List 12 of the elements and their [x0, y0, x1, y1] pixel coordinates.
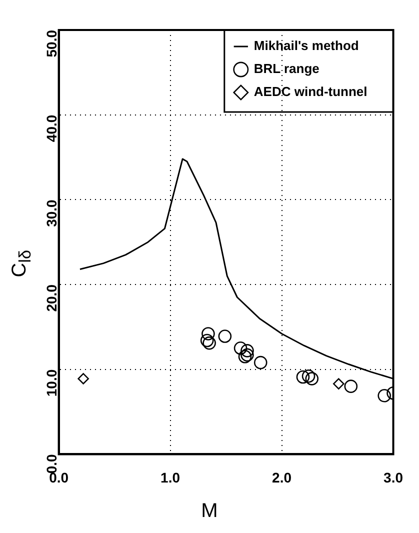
legend-label: AEDC wind-tunnel: [254, 84, 368, 100]
x-tick-label: 3.0: [384, 469, 404, 486]
y-tick-label: 40.0: [44, 114, 60, 142]
x-tick-label: 1.0: [160, 469, 180, 486]
x-axis-title: M: [200, 500, 219, 523]
legend-label: BRL range: [254, 61, 320, 76]
legend-label: Mikhail's method: [254, 38, 359, 54]
y-tick-label: 30.0: [44, 199, 60, 227]
x-tick-label: 2.0: [272, 469, 292, 486]
y-tick-label: 20.0: [44, 284, 60, 312]
y-tick-label: 10.0: [44, 369, 60, 397]
y-tick-label: 50.0: [44, 30, 60, 58]
